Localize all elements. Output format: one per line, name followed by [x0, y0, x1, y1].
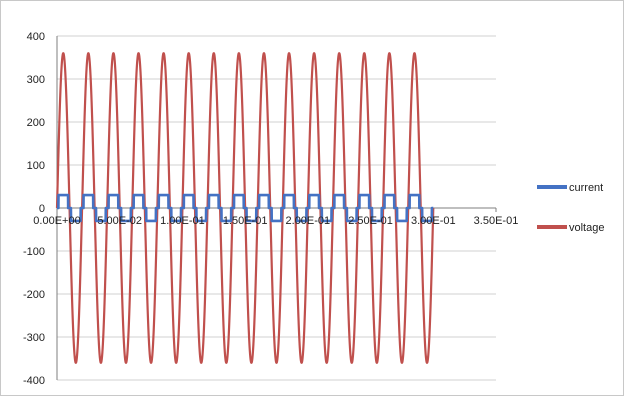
y-tick-label: -300	[23, 332, 45, 344]
series-lines	[55, 52, 435, 364]
x-tick-label: 1.00E-01	[160, 215, 205, 227]
x-tick-label: 0.00E+00	[33, 215, 80, 227]
y-tick-label: 100	[27, 160, 45, 172]
tick-labels: 400 300 200 100 0 -100 -200 -300 -400 0.00E+00 5.0…	[23, 31, 518, 387]
y-tick-label: -200	[23, 289, 45, 301]
legend-label-voltage: voltage	[569, 222, 604, 234]
legend-label-current: current	[569, 182, 603, 194]
y-tick-label: -100	[23, 246, 45, 258]
y-tick-label: 300	[27, 74, 45, 86]
y-tick-label: 400	[27, 31, 45, 43]
y-tick-label: 200	[27, 117, 45, 129]
x-tick-label: 3.00E-01	[411, 215, 456, 227]
x-tick-label: 3.50E-01	[474, 215, 519, 227]
y-tick-label: -400	[23, 375, 45, 387]
legend: current voltage	[537, 182, 604, 234]
x-tick-label: 2.50E-01	[348, 215, 393, 227]
series-line-current	[55, 193, 435, 223]
x-tick-label: 2.00E-01	[286, 215, 331, 227]
y-tick-label: 0	[39, 203, 45, 215]
x-tick-label: 1.50E-01	[223, 215, 268, 227]
x-tick-label: 5.00E-02	[97, 215, 142, 227]
